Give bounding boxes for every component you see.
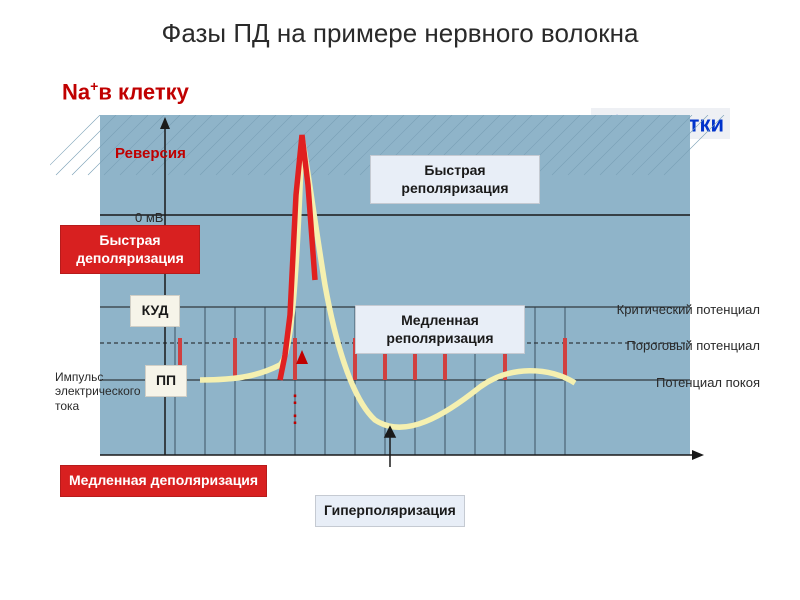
fast-repolarization-box: Быстрая реполяризация bbox=[370, 155, 540, 204]
critical-potential-label: Критический потенциал bbox=[617, 302, 760, 317]
resting-potential-label: Потенциал покоя bbox=[656, 375, 760, 390]
threshold-potential-label: Пороговый потенциал bbox=[626, 338, 760, 353]
kud-box: КУД bbox=[130, 295, 180, 327]
dotted-marker-2: : bbox=[292, 408, 299, 429]
page-title: Фазы ПД на примере нервного волокна bbox=[162, 18, 639, 49]
hyperpolarization-box: Гиперполяризация bbox=[315, 495, 465, 527]
dotted-marker-1: : bbox=[292, 388, 299, 409]
slow-repolarization-box: Медленная реполяризация bbox=[355, 305, 525, 354]
reversion-label: Реверсия bbox=[115, 145, 186, 162]
pp-box: ПП bbox=[145, 365, 187, 397]
fast-depolarization-box: Быстрая деполяризация bbox=[60, 225, 200, 274]
na-ion-label: Na+в клетку bbox=[62, 78, 189, 105]
impulse-caption: Импульс электрического тока bbox=[55, 370, 145, 413]
slow-depolarization-box: Медленная деполяризация bbox=[60, 465, 267, 497]
zero-mv-label: 0 мВ bbox=[135, 210, 163, 225]
